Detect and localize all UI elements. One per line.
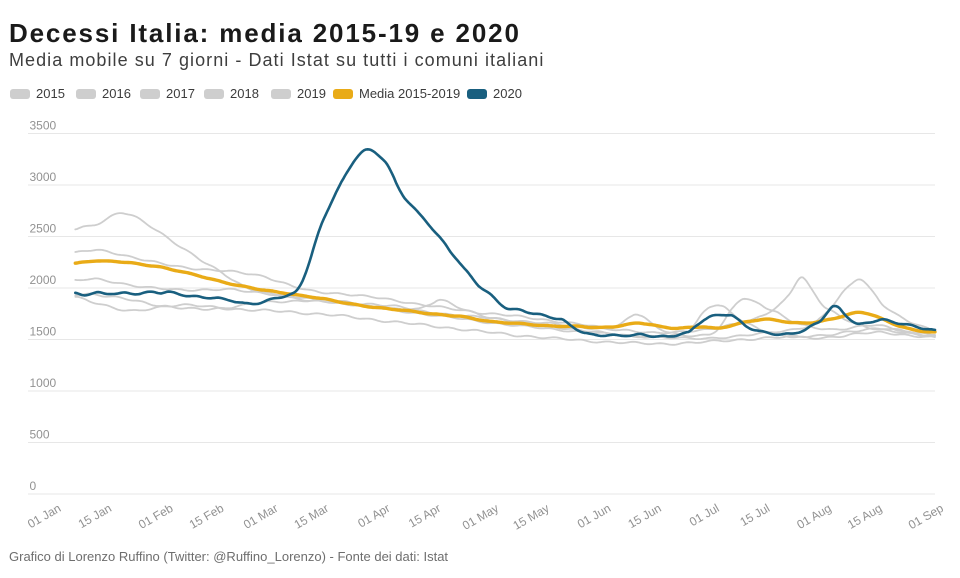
svg-text:15 Jan: 15 Jan [76, 501, 114, 531]
svg-text:3000: 3000 [30, 170, 57, 184]
svg-text:01 Feb: 01 Feb [136, 501, 176, 532]
svg-text:15 May: 15 May [511, 501, 552, 533]
svg-text:15 Mar: 15 Mar [292, 501, 331, 532]
svg-text:2500: 2500 [30, 221, 57, 235]
svg-text:01 Aug: 01 Aug [794, 501, 833, 532]
svg-text:0: 0 [30, 479, 37, 493]
svg-text:01 May: 01 May [460, 501, 501, 533]
svg-text:15 Jul: 15 Jul [737, 501, 772, 529]
svg-text:3500: 3500 [30, 118, 57, 132]
svg-text:01 Jan: 01 Jan [25, 501, 63, 531]
svg-text:500: 500 [30, 427, 50, 441]
svg-text:1500: 1500 [30, 324, 57, 338]
svg-text:01 Jul: 01 Jul [687, 501, 722, 529]
svg-text:01 Mar: 01 Mar [241, 501, 280, 532]
svg-text:1000: 1000 [30, 376, 57, 390]
svg-text:01 Jun: 01 Jun [575, 501, 613, 531]
svg-text:15 Apr: 15 Apr [406, 501, 443, 530]
svg-text:01 Sep: 01 Sep [906, 501, 946, 532]
svg-text:2000: 2000 [30, 273, 57, 287]
svg-text:15 Aug: 15 Aug [845, 501, 884, 532]
svg-text:01 Apr: 01 Apr [355, 501, 392, 530]
svg-text:15 Jun: 15 Jun [625, 501, 663, 531]
svg-text:15 Feb: 15 Feb [187, 501, 227, 532]
